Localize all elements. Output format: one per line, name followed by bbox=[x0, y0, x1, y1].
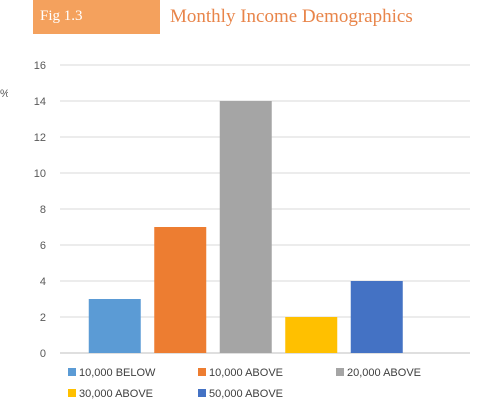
y-tick-label: 12 bbox=[34, 132, 46, 144]
legend-label: 10,000 BELOW bbox=[79, 367, 156, 379]
y-tick-label: 14 bbox=[34, 96, 46, 108]
bar-50-000-above bbox=[350, 281, 403, 353]
bar-20-000-above bbox=[219, 101, 272, 353]
y-tick-label: 2 bbox=[40, 312, 46, 324]
y-tick-label: 10 bbox=[34, 168, 46, 180]
legend-label: 20,000 ABOVE bbox=[347, 367, 421, 379]
legend-swatch bbox=[336, 368, 344, 376]
figure-label-badge: Fig 1.3 bbox=[33, 0, 160, 34]
y-tick-label: 16 bbox=[34, 60, 46, 72]
y-tick-label: 0 bbox=[40, 348, 46, 360]
legend-swatch bbox=[198, 368, 206, 376]
figure-label: Fig 1.3 bbox=[40, 8, 83, 24]
y-tick-label: 4 bbox=[40, 276, 46, 288]
legend-swatch bbox=[68, 389, 76, 397]
bar-10-000-below bbox=[88, 299, 141, 353]
y-axis-unit-mark: % bbox=[0, 88, 8, 108]
y-tick-label: 8 bbox=[40, 204, 46, 216]
legend-swatch bbox=[198, 389, 206, 397]
bar-30-000-above bbox=[285, 317, 338, 353]
y-tick-label: 6 bbox=[40, 240, 46, 252]
bar-10-000-above bbox=[154, 227, 207, 353]
legend-swatch bbox=[68, 368, 76, 376]
legend-label: 50,000 ABOVE bbox=[209, 388, 283, 400]
legend-label: 10,000 ABOVE bbox=[209, 367, 283, 379]
legend-label: 30,000 ABOVE bbox=[79, 388, 153, 400]
figure-title: Monthly Income Demographics bbox=[170, 6, 413, 27]
